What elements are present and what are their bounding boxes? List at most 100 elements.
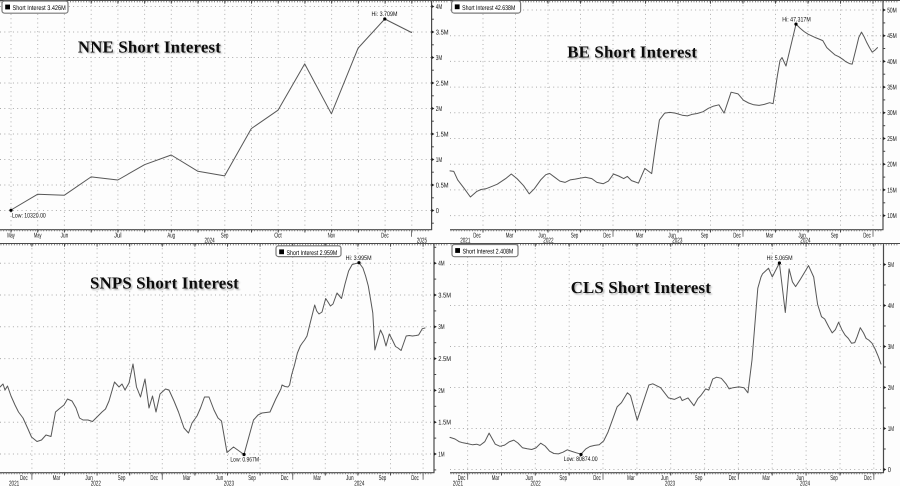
svg-text:Sep: Sep [571,232,579,239]
svg-text:BE Short Interest: BE Short Interest [567,43,697,62]
svg-text:30M: 30M [887,110,897,117]
svg-text:Mar: Mar [53,475,61,482]
svg-text:Short Interest 42.638M: Short Interest 42.638M [462,5,515,12]
svg-text:May: May [34,232,42,239]
svg-text:Hi: 47.317M: Hi: 47.317M [782,16,811,23]
svg-text:Dec: Dec [473,232,481,239]
svg-text:Dec: Dec [411,475,419,482]
svg-text:2024: 2024 [205,237,215,244]
svg-text:Low: 10320.00: Low: 10320.00 [12,213,46,220]
svg-text:Low: 80874.00: Low: 80874.00 [564,456,598,463]
svg-text:2021: 2021 [460,237,470,244]
svg-text:1M: 1M [436,157,443,164]
svg-text:3M: 3M [438,324,445,331]
svg-text:Low: 0.967M: Low: 0.967M [230,457,259,464]
svg-text:Jun: Jun [526,475,534,482]
svg-text:5M: 5M [888,262,895,269]
svg-text:Dec: Dec [593,475,601,482]
svg-text:20M: 20M [887,162,897,169]
svg-text:Short Interest 2.959M: Short Interest 2.959M [287,250,338,257]
svg-text:2023: 2023 [665,481,675,486]
svg-text:Dec: Dec [20,475,28,482]
svg-text:2024: 2024 [800,237,810,244]
svg-text:10M: 10M [887,213,897,220]
svg-text:Mar: Mar [636,232,644,239]
svg-text:Sep: Sep [830,475,838,482]
svg-text:1M: 1M [438,451,445,458]
svg-text:Mar: Mar [492,475,500,482]
svg-text:BE Short Interest: BE Short Interest [569,44,699,63]
svg-text:Jun: Jun [346,475,354,482]
svg-text:2023: 2023 [672,237,682,244]
svg-text:SNPS Short Interest: SNPS Short Interest [91,275,240,294]
svg-text:50M: 50M [887,7,897,14]
svg-text:3.5M: 3.5M [436,29,449,36]
svg-text:Sep: Sep [118,475,126,482]
svg-text:Jun: Jun [538,232,546,239]
svg-text:Dec: Dec [729,475,737,482]
svg-text:Mar: Mar [762,475,770,482]
svg-text:2.5M: 2.5M [438,356,451,363]
svg-text:CLS Short Interest: CLS Short Interest [571,278,712,297]
svg-text:2022: 2022 [91,481,101,486]
svg-text:0.5M: 0.5M [436,182,449,189]
svg-text:Short Interest 2.408M: Short Interest 2.408M [463,249,514,256]
svg-text:Mar: Mar [506,232,514,239]
svg-text:2M: 2M [438,388,445,395]
svg-text:Jun: Jun [796,475,804,482]
svg-text:Jul: Jul [114,231,122,239]
svg-text:Sep: Sep [831,232,839,239]
svg-text:4M: 4M [438,261,445,268]
svg-text:Mar: Mar [627,475,635,482]
svg-text:Dec: Dec [733,232,741,239]
svg-text:Oct: Oct [274,232,282,239]
svg-text:Hi: 3.995M: Hi: 3.995M [346,255,372,262]
svg-text:3M: 3M [436,55,443,62]
svg-text:Jun: Jun [798,232,806,239]
svg-text:Jun: Jun [85,475,93,482]
svg-text:45M: 45M [887,33,897,40]
svg-text:2.5M: 2.5M [436,80,449,87]
svg-text:2024: 2024 [800,481,810,486]
svg-text:2M: 2M [888,385,895,392]
svg-text:Nov: Nov [328,232,336,239]
svg-text:Dec: Dec [281,475,289,482]
svg-text:SNPS Short Interest: SNPS Short Interest [90,274,239,293]
svg-text:Sep: Sep [701,232,709,239]
svg-text:Sep: Sep [221,232,229,239]
svg-text:Dec: Dec [603,232,611,239]
svg-text:Jun: Jun [61,232,69,239]
svg-text:Jun: Jun [668,232,676,239]
svg-text:40M: 40M [887,59,897,66]
svg-text:Short Interest 3.426M: Short Interest 3.426M [13,5,66,12]
svg-text:35M: 35M [887,85,897,92]
svg-text:Dec: Dec [864,475,872,482]
svg-text:Mar: Mar [183,475,191,482]
svg-text:0: 0 [888,467,891,474]
svg-text:Jun: Jun [216,475,224,482]
svg-text:Sep: Sep [695,475,703,482]
svg-text:2021: 2021 [9,481,19,486]
svg-text:0: 0 [436,208,439,215]
svg-text:2022: 2022 [543,237,553,244]
svg-text:4M: 4M [888,303,895,310]
svg-text:Dec: Dec [863,232,871,239]
svg-text:3M: 3M [888,344,895,351]
svg-text:1M: 1M [888,426,895,433]
svg-text:Jun: Jun [661,475,669,482]
svg-text:May: May [7,232,15,239]
svg-text:Hi: 5.065M: Hi: 5.065M [767,255,793,262]
svg-text:Aug: Aug [167,232,175,239]
svg-text:1.5M: 1.5M [438,420,451,427]
svg-text:NNE Short Interest: NNE Short Interest [78,37,221,56]
svg-text:Mar: Mar [313,475,321,482]
svg-text:4M: 4M [436,4,443,11]
svg-text:2022: 2022 [531,481,541,486]
svg-text:Sep: Sep [248,475,256,482]
svg-text:1.5M: 1.5M [436,131,449,138]
svg-text:Sep: Sep [379,475,387,482]
svg-text:2024: 2024 [354,481,364,486]
svg-text:25M: 25M [887,136,897,143]
svg-text:Dec: Dec [381,232,389,239]
svg-text:Dec: Dec [150,475,158,482]
